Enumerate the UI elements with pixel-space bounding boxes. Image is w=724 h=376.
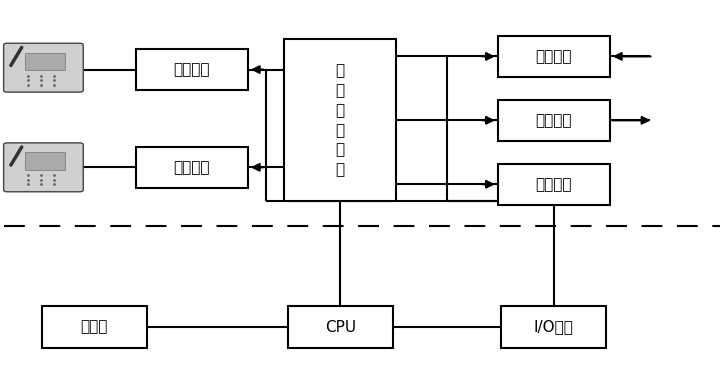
Bar — [136, 147, 248, 188]
Text: 存储器: 存储器 — [80, 320, 108, 335]
Bar — [287, 306, 392, 348]
Bar — [42, 306, 146, 348]
Bar — [498, 36, 610, 77]
FancyBboxPatch shape — [4, 143, 83, 192]
Bar — [501, 306, 607, 348]
Text: 用户电路: 用户电路 — [174, 62, 210, 77]
Bar — [284, 39, 397, 201]
Bar — [25, 53, 65, 70]
Text: I/O设备: I/O设备 — [534, 320, 574, 335]
Text: 入中继器: 入中继器 — [536, 49, 572, 64]
Bar — [25, 152, 65, 170]
Text: 用户电路: 用户电路 — [174, 160, 210, 175]
Text: 数
字
交
换
网
络: 数 字 交 换 网 络 — [336, 63, 345, 177]
Bar — [136, 49, 248, 90]
Bar — [498, 100, 610, 141]
Text: 出中继器: 出中继器 — [536, 113, 572, 128]
FancyBboxPatch shape — [4, 43, 83, 92]
Text: 信令设备: 信令设备 — [536, 177, 572, 192]
Bar — [498, 164, 610, 205]
Text: CPU: CPU — [325, 320, 355, 335]
